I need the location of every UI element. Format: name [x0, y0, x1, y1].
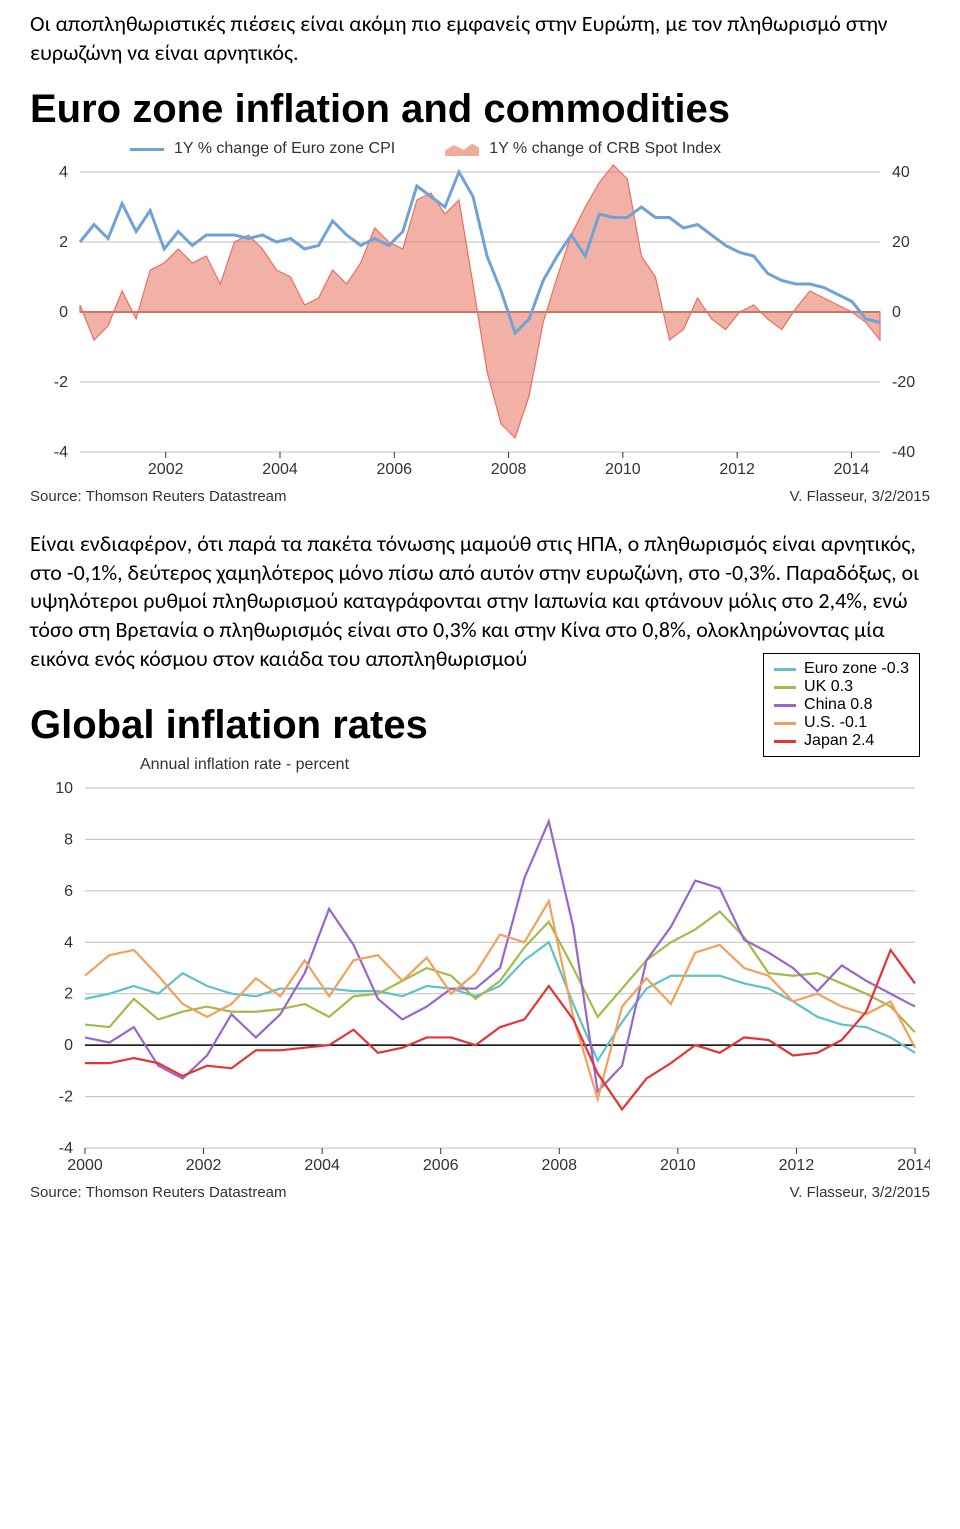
svg-text:-40: -40 — [892, 444, 915, 461]
svg-text:0: 0 — [64, 1037, 73, 1054]
legend-swatch-icon — [774, 686, 796, 689]
svg-text:20: 20 — [892, 234, 910, 251]
svg-text:2014: 2014 — [897, 1157, 930, 1174]
svg-text:2004: 2004 — [304, 1157, 340, 1174]
svg-text:-4: -4 — [59, 1140, 73, 1157]
chart2-legend-box: Euro zone -0.3UK 0.3China 0.8U.S. -0.1Ja… — [763, 653, 920, 757]
legend-area-icon — [445, 142, 479, 156]
svg-text:2008: 2008 — [491, 461, 527, 478]
chart2-legend-row: China 0.8 — [774, 696, 909, 714]
svg-text:2008: 2008 — [541, 1157, 577, 1174]
chart2: 10 8 6 4 2 0 -2 -42000 2002 2004 2006 2008 2010 2012 2… — [30, 778, 930, 1178]
legend-swatch-icon — [774, 668, 796, 671]
svg-text:2012: 2012 — [719, 461, 755, 478]
chart2-legend-row: Japan 2.4 — [774, 732, 909, 750]
svg-text:2: 2 — [59, 234, 68, 251]
svg-text:10: 10 — [55, 780, 73, 797]
chart1-legend: 1Y % change of Euro zone CPI 1Y % change… — [130, 140, 930, 158]
svg-text:2010: 2010 — [605, 461, 641, 478]
chart2-legend-label: China 0.8 — [804, 696, 873, 714]
chart2-subtitle: Annual inflation rate - percent — [140, 756, 930, 774]
legend-swatch-icon — [774, 722, 796, 725]
chart1-legend2-label: 1Y % change of CRB Spot Index — [489, 140, 721, 158]
chart1-title: Euro zone inflation and commodities — [30, 87, 930, 132]
chart2-credit: V. Flasseur, 3/2/2015 — [790, 1184, 930, 1201]
chart2-svg: 10 8 6 4 2 0 -2 -42000 2002 2004 2006 2008 2010 2012 2… — [30, 778, 930, 1178]
chart2-legend-label: Euro zone -0.3 — [804, 660, 909, 678]
chart1-svg: 420-2-440200-20-402002200420062008201020… — [30, 162, 930, 482]
chart2-legend-label: UK 0.3 — [804, 678, 853, 696]
svg-text:2: 2 — [64, 986, 73, 1003]
legend-line-icon — [130, 148, 164, 151]
svg-text:2002: 2002 — [148, 461, 184, 478]
svg-text:2006: 2006 — [423, 1157, 459, 1174]
chart2-legend-row: UK 0.3 — [774, 678, 909, 696]
paragraph-body: Είναι ενδιαφέρον, ότι παρά τα πακέτα τόν… — [30, 530, 930, 673]
svg-text:40: 40 — [892, 164, 910, 181]
chart1-credit: V. Flasseur, 3/2/2015 — [790, 488, 930, 505]
chart2-legend-row: U.S. -0.1 — [774, 714, 909, 732]
svg-text:-2: -2 — [59, 1089, 73, 1106]
svg-text:-20: -20 — [892, 374, 915, 391]
chart2-legend-row: Euro zone -0.3 — [774, 660, 909, 678]
chart2-legend-label: U.S. -0.1 — [804, 714, 867, 732]
svg-text:-2: -2 — [54, 374, 68, 391]
svg-text:0: 0 — [892, 304, 901, 321]
svg-text:2014: 2014 — [834, 461, 870, 478]
svg-text:2012: 2012 — [779, 1157, 815, 1174]
svg-text:6: 6 — [64, 883, 73, 900]
svg-text:2002: 2002 — [186, 1157, 222, 1174]
chart1-source: Source: Thomson Reuters Datastream — [30, 488, 287, 505]
svg-text:8: 8 — [64, 832, 73, 849]
svg-text:4: 4 — [64, 934, 73, 951]
legend-swatch-icon — [774, 704, 796, 707]
svg-text:2010: 2010 — [660, 1157, 696, 1174]
svg-text:2004: 2004 — [262, 461, 298, 478]
svg-text:4: 4 — [59, 164, 68, 181]
svg-text:-4: -4 — [54, 444, 68, 461]
svg-text:2006: 2006 — [376, 461, 412, 478]
chart2-source: Source: Thomson Reuters Datastream — [30, 1184, 287, 1201]
chart1-legend1-label: 1Y % change of Euro zone CPI — [174, 140, 395, 158]
svg-text:2000: 2000 — [67, 1157, 103, 1174]
svg-text:0: 0 — [59, 304, 68, 321]
paragraph-intro: Οι αποπληθωριστικές πιέσεις είναι ακόμη … — [30, 10, 930, 67]
chart2-legend-label: Japan 2.4 — [804, 732, 874, 750]
chart1: 420-2-440200-20-402002200420062008201020… — [30, 162, 930, 482]
legend-swatch-icon — [774, 740, 796, 743]
